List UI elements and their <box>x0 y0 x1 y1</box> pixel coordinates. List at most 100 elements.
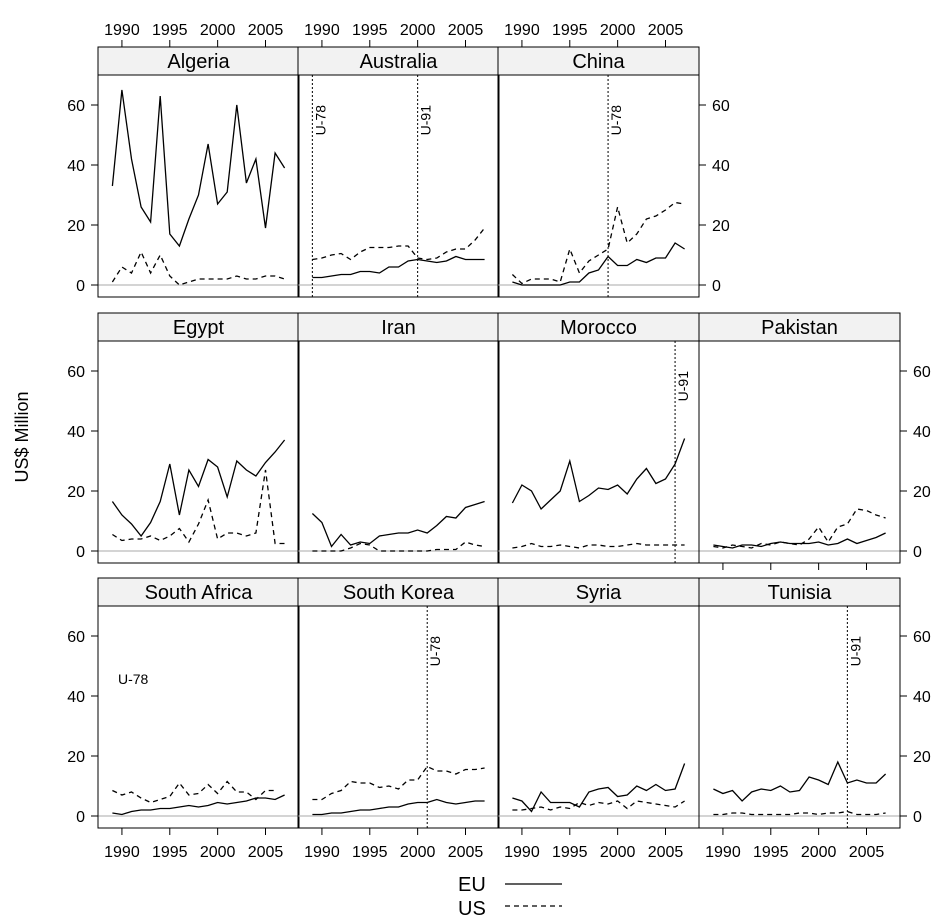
x-tick-label-top: 1990 <box>504 22 540 39</box>
series-us-line <box>312 541 485 552</box>
series-us-line <box>713 508 886 549</box>
series-eu-line <box>511 438 686 511</box>
x-tick-label: 1995 <box>152 844 188 861</box>
series-eu-line <box>312 255 485 279</box>
x-tick-label: 1990 <box>104 844 140 861</box>
strip-label-china: China <box>572 51 625 73</box>
x-tick-label: 1995 <box>352 844 388 861</box>
panel-egypt: Egypt 0 20 40 60 <box>67 312 300 564</box>
y-tick-label-right: 40 <box>913 424 931 441</box>
strip-pakistan <box>698 312 901 342</box>
series-eu-line <box>512 242 685 286</box>
annotation-label: U-78 <box>608 105 624 136</box>
y-tick-label-right: 60 <box>913 364 931 381</box>
series-eu-line <box>713 760 887 802</box>
series-us-line <box>312 765 485 801</box>
strip-label-south-africa: South Africa <box>145 582 254 604</box>
x-tick-label: 1990 <box>304 844 340 861</box>
strip-label-australia: Australia <box>360 51 439 73</box>
x-tick-label: 2005 <box>648 844 684 861</box>
y-tick-label-right: 20 <box>712 218 730 235</box>
x-tick-label: 2005 <box>448 844 484 861</box>
x-tick-label-top: 2000 <box>400 22 436 39</box>
y-tick-label-right: 60 <box>913 629 931 646</box>
y-tick-label: 40 <box>67 689 85 706</box>
series-us-line <box>511 201 685 285</box>
panel-algeria: Algeria 1990 1995 2000 2005 0 20 40 60 <box>67 22 300 298</box>
annotation-label: U-78 <box>427 636 443 667</box>
series-eu-line <box>512 763 686 813</box>
series-eu-line <box>312 798 485 816</box>
series-us-line <box>112 469 285 545</box>
series-us-line <box>111 250 285 286</box>
legend-label-us: US <box>458 898 486 920</box>
panel-morocco: Morocco U-91 <box>497 312 700 564</box>
x-tick-label-top: 1990 <box>304 22 340 39</box>
x-tick-label: 2000 <box>200 844 236 861</box>
x-tick-label: 2005 <box>849 844 885 861</box>
panel-tunisia: Tunisia U-91 1990 1995 2000 2005 0 20 40 60 <box>698 577 931 861</box>
panel-frame <box>497 74 700 298</box>
panel-south-korea: South Korea U-78 1990 1995 2000 2005 <box>297 577 500 861</box>
strip-china <box>497 46 700 76</box>
annotation-label: U-91 <box>675 371 691 402</box>
strip-label-tunisia: Tunisia <box>768 582 833 604</box>
panel-syria: Syria 1990 1995 2000 2005 <box>497 577 700 861</box>
legend-label-eu: EU <box>458 874 486 896</box>
panel-frame <box>497 605 700 829</box>
y-tick-label: 0 <box>76 544 85 561</box>
x-tick-label-top: 1990 <box>104 22 140 39</box>
panel-pakistan: Pakistan19901995200020050204060 <box>698 312 931 596</box>
series-eu-line <box>111 89 286 248</box>
panel-australia: Australia U-78 U-91 1990 1995 2000 2005 <box>297 22 500 298</box>
panel-frame <box>97 74 300 298</box>
x-tick-label-top: 2000 <box>200 22 236 39</box>
y-tick-label: 20 <box>67 484 85 501</box>
panel-frame <box>97 340 300 564</box>
y-tick-label: 0 <box>76 278 85 295</box>
x-tick-label: 1995 <box>552 844 588 861</box>
y-tick-label-right: 20 <box>913 749 931 766</box>
x-tick-label-top: 2005 <box>448 22 484 39</box>
strip-label-south-korea: South Korea <box>343 582 455 604</box>
x-tick-label-top: 2005 <box>248 22 284 39</box>
y-tick-label: 40 <box>67 424 85 441</box>
strip-south-korea <box>297 577 500 607</box>
y-tick-label: 20 <box>67 749 85 766</box>
panel-frame <box>497 340 700 564</box>
x-tick-label: 2000 <box>400 844 436 861</box>
strip-south-africa <box>97 577 300 607</box>
x-tick-label-top: 2000 <box>600 22 636 39</box>
y-tick-label: 0 <box>76 809 85 826</box>
strip-label-pakistan: Pakistan <box>761 317 838 339</box>
series-us-line <box>713 810 886 816</box>
strip-iran <box>297 312 500 342</box>
annotation-label: U-91 <box>847 636 863 667</box>
x-tick-label-top: 1995 <box>352 22 388 39</box>
y-tick-label: 60 <box>67 364 85 381</box>
series-eu-line <box>112 794 285 816</box>
annotation-label: U-78 <box>312 105 328 136</box>
x-tick-label: 1990 <box>705 844 741 861</box>
panel-frame <box>297 74 500 298</box>
series-eu-line <box>311 500 485 548</box>
x-tick-label: 1990 <box>504 844 540 861</box>
x-tick-label: 1995 <box>753 844 789 861</box>
y-tick-label-right: 40 <box>712 158 730 175</box>
y-tick-label: 60 <box>67 629 85 646</box>
panel-south-africa: South Africa U-78 1990 1995 2000 2005 0 20 40 60 <box>67 577 300 861</box>
series-eu-line <box>713 532 886 549</box>
x-tick-label-top: 1995 <box>152 22 188 39</box>
annotation-label: U-78 <box>118 671 149 687</box>
series-us-line <box>512 542 685 549</box>
legend: EU US <box>458 874 562 920</box>
series-us-line <box>312 227 486 261</box>
strip-label-iran: Iran <box>381 317 415 339</box>
y-tick-label-right: 0 <box>913 544 922 561</box>
y-tick-label-right: 0 <box>712 278 721 295</box>
series-eu-line <box>111 439 286 538</box>
series-us-line <box>112 780 276 804</box>
panel-frame <box>297 340 500 564</box>
panel-frame <box>97 605 300 829</box>
